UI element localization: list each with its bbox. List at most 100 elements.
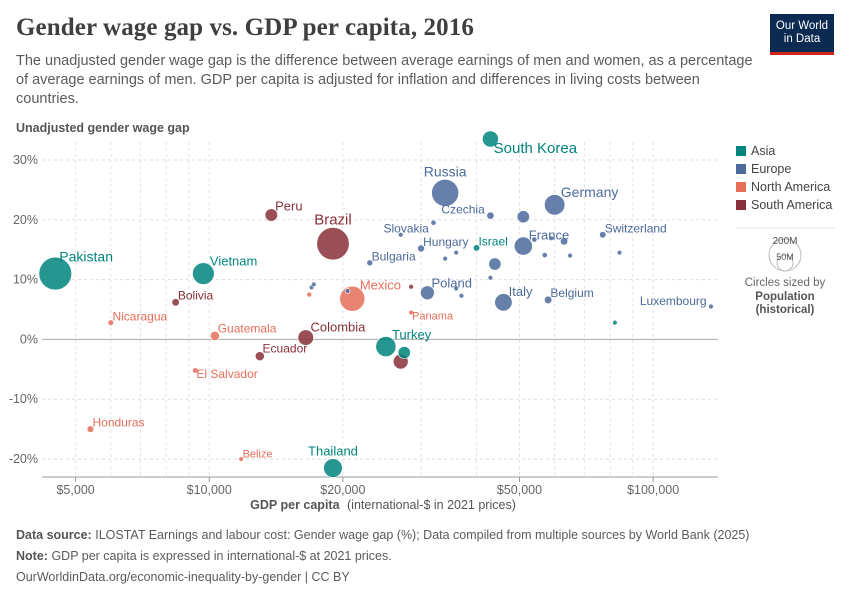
point-label: Honduras bbox=[92, 416, 144, 430]
point-north-america-small[interactable] bbox=[306, 291, 313, 298]
point-europe-cluster-12[interactable] bbox=[458, 293, 465, 299]
point-label: Guatemala bbox=[218, 321, 277, 335]
y-tick-label: 30% bbox=[13, 153, 38, 167]
source-text: ILOSTAT Earnings and labour cost: Gender… bbox=[95, 528, 750, 542]
point-germany[interactable] bbox=[544, 194, 566, 216]
point-europe-cluster-14[interactable] bbox=[398, 232, 404, 238]
footer-url[interactable]: OurWorldinData.org/economic-inequality-b… bbox=[16, 570, 350, 584]
point-label: Germany bbox=[561, 184, 619, 200]
point-europe-cluster-9[interactable] bbox=[453, 249, 459, 256]
point-europe-cluster-13[interactable] bbox=[487, 275, 494, 281]
legend: Asia Europe North America South America 200M… bbox=[736, 144, 835, 316]
size-key-small-label: 50M bbox=[776, 252, 794, 262]
point-label: Italy bbox=[509, 284, 533, 299]
point-europe-cluster-10[interactable] bbox=[442, 255, 448, 262]
point-label: Poland bbox=[432, 276, 472, 291]
point-hungary[interactable] bbox=[417, 244, 425, 253]
point-label: Ecuador bbox=[263, 342, 308, 356]
point-label: Peru bbox=[275, 198, 302, 213]
point-europe-cluster-6[interactable] bbox=[567, 252, 573, 259]
legend-item-label[interactable]: North America bbox=[751, 180, 830, 194]
point-thailand[interactable] bbox=[323, 458, 343, 478]
point-vietnam[interactable] bbox=[192, 262, 215, 285]
y-tick-label: 20% bbox=[13, 213, 38, 227]
point-italy[interactable] bbox=[494, 293, 513, 312]
point-label: Bolivia bbox=[178, 289, 214, 303]
point-belize[interactable] bbox=[238, 456, 244, 462]
owid-logo[interactable]: Our World in Data bbox=[770, 14, 834, 55]
point-bolivia[interactable] bbox=[171, 298, 180, 307]
point-label: Brazil bbox=[314, 211, 352, 228]
point-label: Mexico bbox=[360, 277, 401, 292]
point-czechia[interactable] bbox=[486, 211, 495, 220]
point-nicaragua[interactable] bbox=[107, 319, 114, 326]
point-israel[interactable] bbox=[472, 244, 481, 252]
point-el-salvador[interactable] bbox=[192, 367, 199, 374]
point-label: Luxembourg bbox=[640, 294, 707, 308]
point-europe-cluster-17[interactable] bbox=[344, 288, 351, 294]
point-france[interactable] bbox=[513, 236, 533, 256]
point-label: Slovakia bbox=[383, 222, 429, 236]
point-colombia[interactable] bbox=[297, 329, 314, 346]
x-axis-title: GDP per capita (international-$ in 2021 … bbox=[250, 498, 516, 512]
point-belgium[interactable] bbox=[544, 295, 553, 305]
point-europe-cluster-8[interactable] bbox=[548, 235, 555, 242]
point-europe-cluster-1[interactable] bbox=[516, 210, 530, 224]
point-switzerland[interactable] bbox=[599, 231, 607, 239]
point-europe-cluster-11[interactable] bbox=[453, 285, 459, 292]
point-south-korea[interactable] bbox=[482, 130, 499, 148]
point-label: Turkey bbox=[392, 327, 432, 342]
legend-item-label[interactable]: South America bbox=[751, 198, 832, 212]
point-label: Switzerland bbox=[605, 221, 667, 235]
y-axis-title: Unadjusted gender wage gap bbox=[16, 121, 190, 135]
note-text: GDP per capita is expressed in internati… bbox=[51, 549, 392, 563]
size-variable-suffix: (historical) bbox=[756, 304, 815, 316]
point-label: South Korea bbox=[494, 140, 578, 157]
size-key-small bbox=[776, 254, 794, 272]
point-europe-cluster-4[interactable] bbox=[531, 236, 538, 243]
point-label: Hungary bbox=[423, 235, 468, 249]
point-label: Pakistan bbox=[59, 248, 113, 264]
point-label: Vietnam bbox=[210, 253, 257, 268]
legend-item-label[interactable]: Europe bbox=[751, 162, 791, 176]
point-panama[interactable] bbox=[408, 309, 414, 316]
point-russia[interactable] bbox=[431, 179, 460, 207]
size-variable: Population bbox=[755, 291, 814, 303]
point-europe-cluster-7[interactable] bbox=[616, 249, 623, 256]
point-label: Czechia bbox=[441, 202, 485, 216]
point-brazil[interactable] bbox=[316, 227, 350, 261]
point-europe-cluster-2[interactable] bbox=[488, 257, 502, 271]
point-poland[interactable] bbox=[420, 285, 435, 301]
point-asia-small-1[interactable] bbox=[397, 346, 411, 360]
point-label: El Salvador bbox=[196, 367, 257, 381]
point-label: Israel bbox=[478, 234, 507, 248]
y-tick-label: 10% bbox=[13, 273, 38, 287]
point-ecuador[interactable] bbox=[254, 351, 265, 362]
point-label: Bulgaria bbox=[372, 250, 416, 264]
legend-item-label[interactable]: Asia bbox=[751, 144, 775, 158]
point-slovakia[interactable] bbox=[430, 219, 437, 226]
note-label: Note: bbox=[16, 549, 48, 563]
x-tick-label: $20,000 bbox=[320, 483, 365, 497]
y-tick-label: 0% bbox=[20, 332, 38, 346]
size-caption: Circles sized by bbox=[745, 277, 826, 289]
point-europe-cluster-15[interactable] bbox=[311, 281, 317, 288]
point-south-america-small-2[interactable] bbox=[408, 284, 414, 290]
point-pakistan[interactable] bbox=[38, 256, 72, 291]
point-bulgaria[interactable] bbox=[366, 259, 374, 267]
legend-swatch bbox=[736, 200, 746, 210]
point-honduras[interactable] bbox=[86, 425, 95, 433]
point-label: Belize bbox=[243, 448, 273, 460]
point-peru[interactable] bbox=[264, 208, 278, 222]
point-asia-small-2[interactable] bbox=[612, 319, 618, 326]
point-europe-cluster-5[interactable] bbox=[541, 252, 548, 259]
point-europe-cluster-3[interactable] bbox=[560, 237, 569, 246]
footer-note: Note: GDP per capita is expressed in int… bbox=[16, 549, 392, 563]
point-guatemala[interactable] bbox=[210, 330, 220, 341]
point-luxembourg[interactable] bbox=[708, 303, 714, 310]
point-turkey[interactable] bbox=[375, 336, 397, 357]
y-tick-labels: 30% 20% 10% 0% -10% -20% bbox=[9, 153, 38, 466]
logo-line2: in Data bbox=[783, 33, 821, 45]
point-label: Nicaragua bbox=[112, 310, 167, 324]
